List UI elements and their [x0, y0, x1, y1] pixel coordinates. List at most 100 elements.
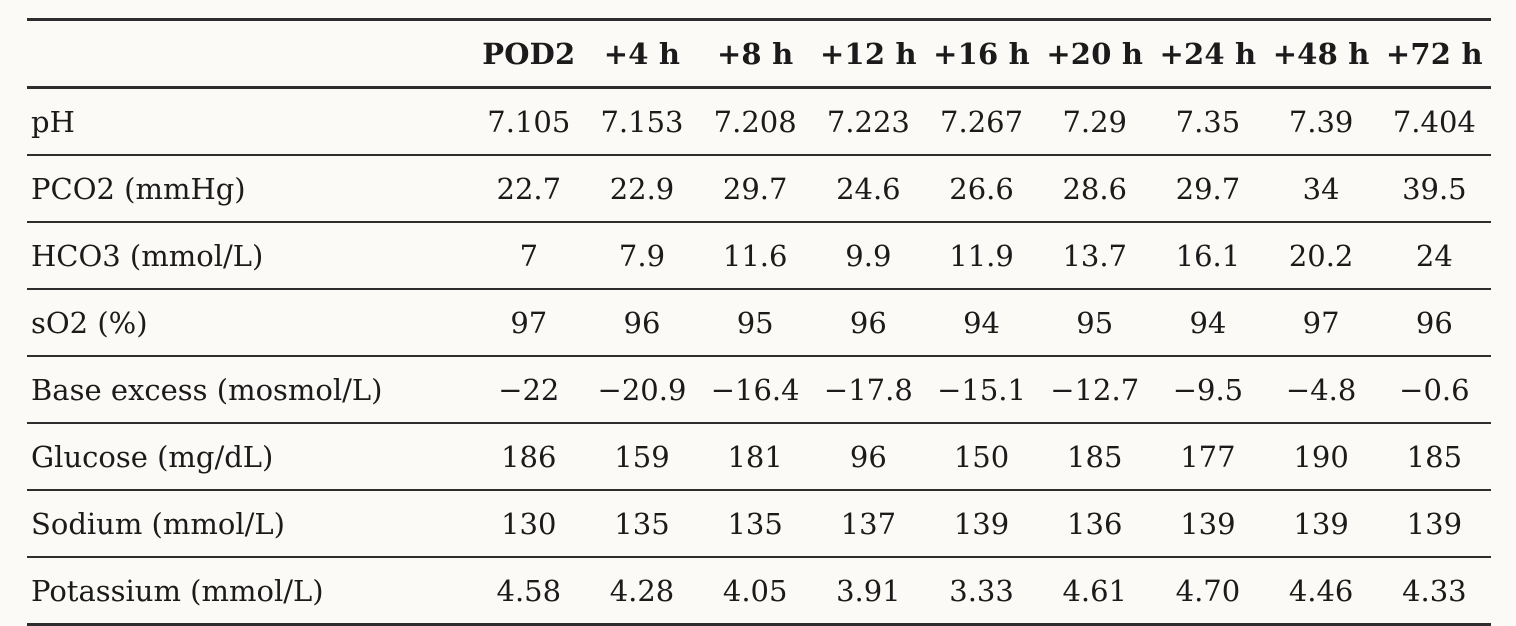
cell: 7.267	[924, 87, 1039, 156]
cell: 159	[585, 423, 699, 491]
row-label: Potassium (mmol/L)	[31, 573, 324, 608]
table-row-so2: sO2 (%) 97 96 95 96 94 95 94 97 96	[27, 289, 1491, 357]
cell: 94	[924, 289, 1039, 357]
cell: 177	[1151, 423, 1265, 491]
column-header-plus24h: +24 h	[1151, 19, 1265, 89]
column-header-plus4h: +4 h	[585, 19, 699, 89]
cell: 4.61	[1062, 573, 1128, 608]
row-label: Sodium (mmol/L)	[27, 490, 473, 558]
row-label: Base excess (mosmol/L)	[27, 356, 473, 424]
cell: 11.9	[924, 222, 1039, 290]
cell: −0.6	[1377, 356, 1491, 424]
cell: 181	[698, 423, 812, 491]
cell: 94	[1151, 289, 1265, 357]
cell: 16.1	[1151, 222, 1265, 290]
cell: 4.33	[1402, 573, 1467, 608]
column-header-plus48h: +48 h	[1264, 19, 1378, 89]
cell: 11.6	[698, 222, 812, 290]
cell: 7.223	[811, 87, 925, 156]
cell: 139	[1264, 490, 1378, 558]
cell: 96	[585, 289, 699, 357]
cell: 96	[811, 289, 925, 357]
cell: 4.70	[1175, 573, 1241, 608]
row-label: pH	[27, 87, 473, 156]
header-row: POD2 +4 h +8 h +12 h +16 h +20 h +24 h +…	[27, 19, 1491, 89]
cell: 190	[1264, 423, 1378, 491]
table-row-ph: pH 7.105 7.153 7.208 7.223 7.267 7.29 7.…	[27, 87, 1491, 156]
cell: 3.33	[949, 573, 1014, 608]
column-header-pod2: POD2	[472, 19, 586, 89]
cell: 24.6	[811, 155, 925, 223]
cell: −20.9	[585, 356, 699, 424]
cell: 7.208	[698, 87, 812, 156]
column-header-plus8h: +8 h	[698, 19, 812, 89]
column-header-plus20h: +20 h	[1038, 19, 1152, 89]
cell: −22	[472, 356, 586, 424]
cell: 139	[1151, 490, 1265, 558]
cell: 95	[1038, 289, 1152, 357]
cell: 7.35	[1151, 87, 1265, 156]
cell: 7.404	[1377, 87, 1491, 156]
table-row-hco3: HCO3 (mmol/L) 7 7.9 11.6 9.9 11.9 13.7 1…	[27, 222, 1491, 290]
table-row-potassium: Potassium (mmol/L) 4.58 4.28 4.05 3.91 3…	[27, 557, 1491, 625]
table-row-sodium: Sodium (mmol/L) 130 135 135 137 139 136 …	[27, 490, 1491, 558]
row-label: HCO3 (mmol/L)	[27, 222, 473, 290]
cell: 29.7	[1151, 155, 1265, 223]
row-label: Glucose (mg/dL)	[27, 423, 473, 491]
cell: 96	[811, 423, 925, 491]
cell: 4.46	[1288, 573, 1354, 608]
cell: 135	[698, 490, 812, 558]
cell: 97	[472, 289, 586, 357]
cell: 22.7	[472, 155, 586, 223]
cell: 97	[1264, 289, 1378, 357]
cell: 4.58	[496, 573, 562, 608]
cell: 185	[1377, 423, 1491, 491]
cell: 4.05	[722, 573, 788, 608]
cell: 13.7	[1038, 222, 1152, 290]
cell: 150	[924, 423, 1039, 491]
lab-values-table: POD2 +4 h +8 h +12 h +16 h +20 h +24 h +…	[27, 18, 1491, 626]
column-header-plus72h: +72 h	[1377, 19, 1491, 89]
cell: −9.5	[1151, 356, 1265, 424]
cell: 28.6	[1038, 155, 1152, 223]
cell: 4.28	[609, 573, 675, 608]
column-header-empty	[27, 19, 473, 89]
cell: 95	[698, 289, 812, 357]
cell: 7.9	[585, 222, 699, 290]
cell: 139	[1377, 490, 1491, 558]
cell: 9.9	[811, 222, 925, 290]
cell: 136	[1038, 490, 1152, 558]
table-row-pco2: PCO2 (mmHg) 22.7 22.9 29.7 24.6 26.6 28.…	[27, 155, 1491, 223]
cell: 185	[1038, 423, 1152, 491]
row-label: sO2 (%)	[27, 289, 473, 357]
cell: 39.5	[1377, 155, 1491, 223]
cell: 29.7	[698, 155, 812, 223]
cell: −17.8	[811, 356, 925, 424]
cell: 7.39	[1264, 87, 1378, 156]
cell: 20.2	[1264, 222, 1378, 290]
row-label: PCO2 (mmHg)	[27, 155, 473, 223]
cell: 26.6	[924, 155, 1039, 223]
column-header-plus16h: +16 h	[924, 19, 1039, 89]
cell: 137	[811, 490, 925, 558]
cell: 7	[472, 222, 586, 290]
cell: 7.29	[1038, 87, 1152, 156]
cell: 96	[1377, 289, 1491, 357]
cell: 24	[1377, 222, 1491, 290]
cell: −15.1	[924, 356, 1039, 424]
cell: 34	[1264, 155, 1378, 223]
cell: 130	[472, 490, 586, 558]
table-row-base-excess: Base excess (mosmol/L) −22 −20.9 −16.4 −…	[27, 356, 1491, 424]
cell: 3.91	[836, 573, 901, 608]
cell: 7.153	[585, 87, 699, 156]
column-header-plus12h: +12 h	[811, 19, 925, 89]
cell: −16.4	[698, 356, 812, 424]
cell: −4.8	[1264, 356, 1378, 424]
cell: 139	[924, 490, 1039, 558]
cell: 186	[472, 423, 586, 491]
cell: −12.7	[1038, 356, 1152, 424]
cell: 135	[585, 490, 699, 558]
cell: 22.9	[585, 155, 699, 223]
cell: 7.105	[472, 87, 586, 156]
table-row-glucose: Glucose (mg/dL) 186 159 181 96 150 185 1…	[27, 423, 1491, 491]
